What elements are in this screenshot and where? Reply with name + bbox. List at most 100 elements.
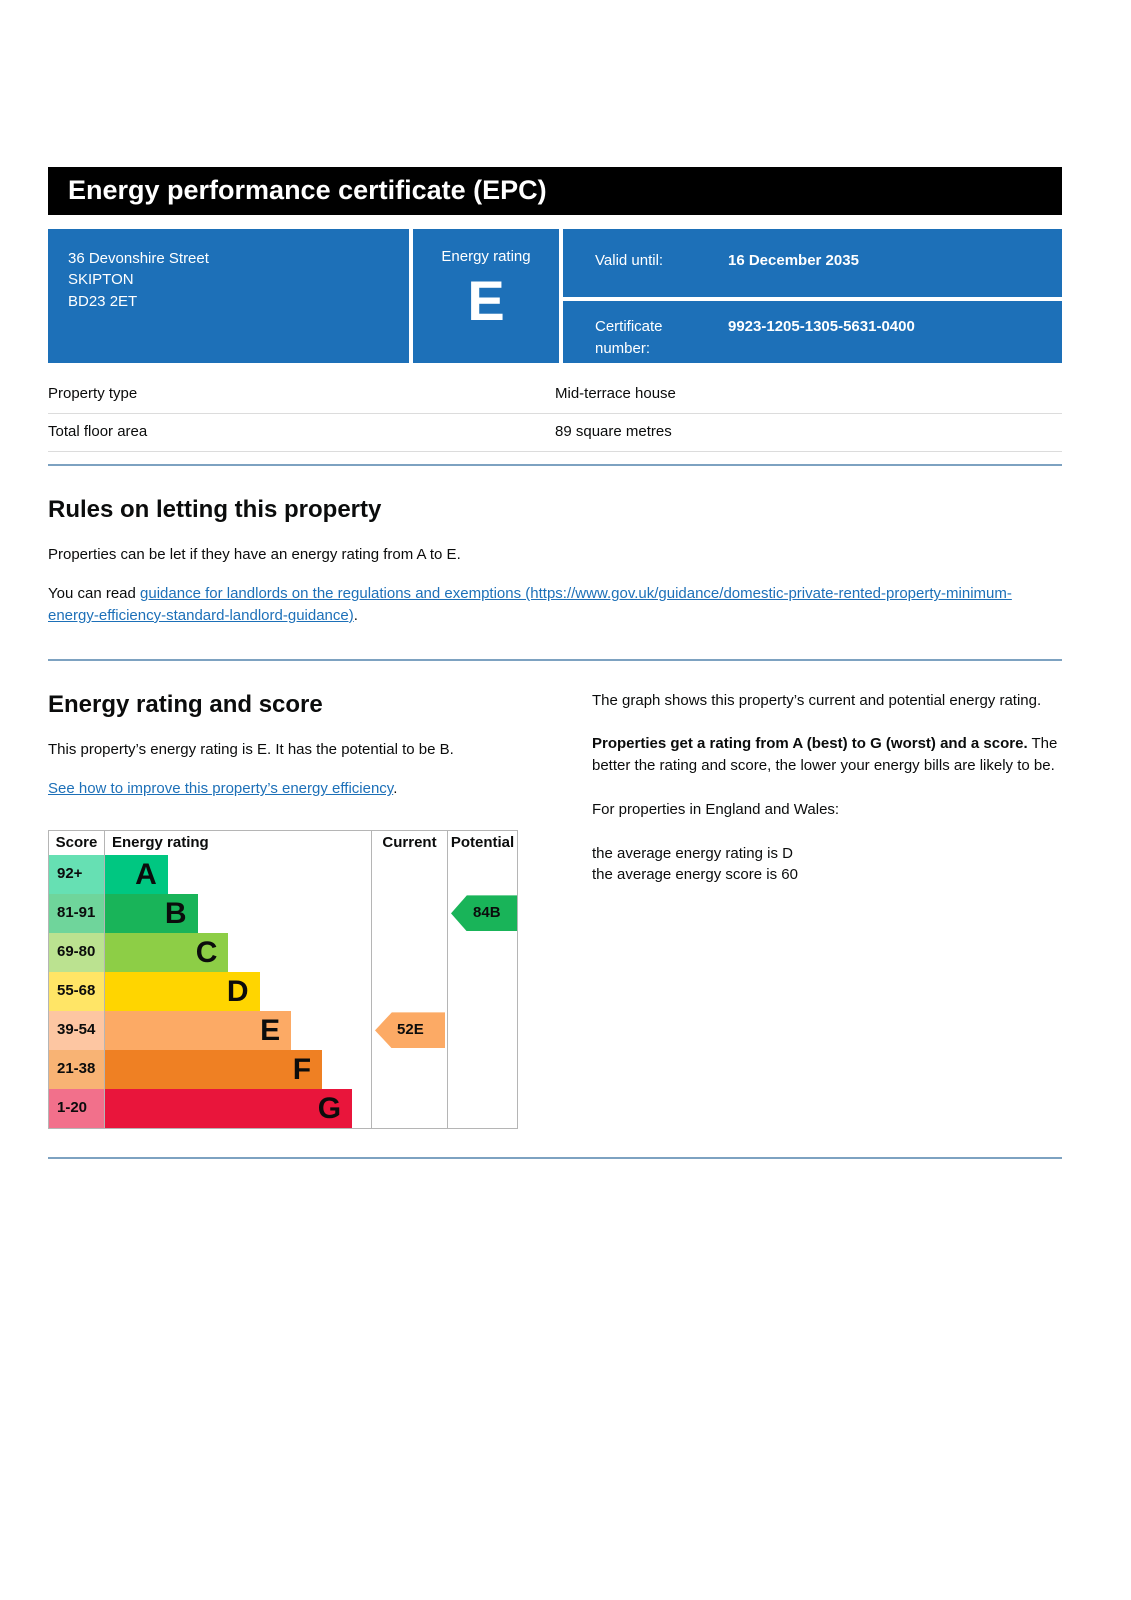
chart-header-current: Current	[372, 830, 448, 855]
property-type-label: Property type	[48, 385, 138, 402]
chart-row: 69-80 C	[49, 932, 517, 972]
address-line-3: BD23 2ET	[68, 292, 138, 310]
property-type-value: Mid-terrace house	[555, 385, 676, 402]
chart-header-potential: Potential	[450, 833, 515, 851]
chart-header-score: Score	[49, 830, 105, 855]
chart-row: 1-20 G	[49, 1088, 517, 1128]
potential-cell	[448, 933, 517, 972]
rating-band-cell: C	[105, 932, 372, 972]
score-range-cell: 69-80	[49, 932, 105, 972]
chart-row: 39-54 E 52 E	[49, 1010, 517, 1050]
rating-heading: Energy rating and score	[48, 690, 323, 718]
section-divider	[48, 1156, 1062, 1159]
rating-band-cell: E	[105, 1010, 372, 1050]
rating-section-right: The graph shows this property’s current …	[592, 661, 1062, 1129]
floor-area-label: Total floor area	[48, 422, 148, 440]
rules-paragraph-2: You can read guidance for landlords on t…	[48, 583, 1062, 627]
current-rating-arrow-score: 52	[397, 1021, 414, 1039]
band-bar-f: F	[105, 1049, 323, 1089]
table-row: Property type Mid-terrace house	[48, 376, 1062, 414]
potential-cell	[448, 1050, 517, 1089]
current-cell	[372, 854, 448, 894]
epc-chart-body: 92+ A 81-91 B 84 B 69-80 C 55-68 D 39-54 E 52 E 21-38 F…	[49, 854, 517, 1128]
rating-explanation-bold: Properties get a rating from A (best) to…	[592, 735, 1028, 753]
energy-rating-value: E	[467, 268, 505, 332]
chart-row: 81-91 B 84 B	[49, 893, 517, 933]
current-cell	[372, 1049, 448, 1089]
score-range-cell: 92+	[49, 854, 105, 894]
chart-row: 55-68 D	[49, 971, 517, 1011]
rating-paragraph: This property’s energy rating is E. It h…	[48, 741, 454, 759]
floor-area-value: 89 square metres	[555, 422, 672, 440]
band-bar-d: D	[105, 971, 260, 1011]
current-rating-arrow: 52 E	[375, 1012, 445, 1049]
rating-section: Energy rating and score This property’s …	[48, 661, 1062, 1129]
current-cell	[372, 932, 448, 972]
band-bar-g: G	[105, 1088, 353, 1128]
average-ratings: the average energy rating is D the avera…	[592, 843, 1062, 887]
table-row: Total floor area 89 square metres	[48, 414, 1062, 452]
valid-until-value: 16 December 2035	[728, 252, 859, 269]
epc-rating-chart: Score Energy rating Current Potential 92…	[48, 829, 518, 1129]
band-bar-e: E	[105, 1010, 292, 1050]
band-bar-b: B	[105, 893, 198, 933]
score-range-cell: 39-54	[49, 1010, 105, 1050]
chart-row: 92+ A	[49, 854, 517, 894]
improve-paragraph: See how to improve this property’s energ…	[48, 778, 518, 800]
current-cell	[372, 1088, 448, 1128]
certificate-number-value: 9923-1205-1305-5631-0400	[728, 318, 915, 335]
potential-cell	[448, 1011, 517, 1050]
average-rating-line: the average energy rating is D	[592, 844, 793, 862]
rules-link-prefix: You can read	[48, 585, 141, 603]
rating-band-cell: G	[105, 1088, 372, 1128]
potential-cell	[448, 972, 517, 1011]
score-range-cell: 81-91	[49, 893, 105, 933]
potential-rating-arrow-band: B	[489, 904, 501, 922]
band-bar-a: A	[105, 854, 168, 894]
average-score-line: the average energy score is 60	[592, 866, 798, 884]
title-bar: Energy performance certificate (EPC)	[48, 167, 1062, 215]
certificate-number-row: Certificate number: 9923-1205-1305-5631-…	[563, 301, 1062, 363]
chart-header-rating: Energy rating	[105, 830, 372, 855]
landlord-guidance-link[interactable]: guidance for landlords on the regulation…	[48, 585, 1012, 624]
address-line-1: 36 Devonshire Street	[68, 250, 209, 267]
epc-document: Energy performance certificate (EPC) 36 …	[48, 0, 1062, 1159]
rules-link-suffix: .	[353, 606, 358, 624]
potential-cell	[448, 1089, 517, 1128]
potential-rating-arrow-score: 84	[473, 904, 490, 922]
section-divider	[48, 658, 1062, 661]
improve-efficiency-link[interactable]: See how to improve this property’s energ…	[48, 780, 394, 798]
chart-row: 21-38 F	[49, 1049, 517, 1089]
valid-until-label: Valid until:	[595, 252, 664, 269]
rules-paragraph-1: Properties can be let if they have an en…	[48, 546, 461, 564]
chart-header-row: Score Energy rating Current Potential	[49, 830, 517, 855]
rating-band-cell: D	[105, 971, 372, 1011]
rating-section-left: Energy rating and score This property’s …	[48, 661, 518, 1129]
current-cell: 52 E	[372, 1010, 448, 1050]
address-block: 36 Devonshire Street SKIPTON BD23 2ET	[48, 229, 409, 363]
summary-box: 36 Devonshire Street SKIPTON BD23 2ET En…	[48, 229, 1062, 363]
certificate-number-label: Certificate number:	[595, 318, 663, 357]
section-divider	[48, 463, 1062, 466]
rating-band-cell: F	[105, 1049, 372, 1089]
band-bar-c: C	[105, 932, 229, 972]
graph-description: The graph shows this property’s current …	[592, 691, 1042, 709]
energy-rating-block: Energy rating E	[413, 229, 559, 363]
rules-heading: Rules on letting this property	[48, 495, 382, 523]
current-cell	[372, 971, 448, 1011]
energy-rating-label: Energy rating	[441, 248, 531, 265]
rating-explanation: Properties get a rating from A (best) to…	[592, 733, 1062, 777]
score-range-cell: 1-20	[49, 1088, 105, 1128]
valid-until-row: Valid until: 16 December 2035	[563, 229, 1062, 297]
improve-link-suffix: .	[393, 780, 398, 798]
current-rating-arrow-band: E	[413, 1021, 424, 1039]
rating-band-cell: A	[105, 854, 372, 894]
rating-band-cell: B	[105, 893, 372, 933]
score-range-cell: 55-68	[49, 971, 105, 1011]
validity-block: Valid until: 16 December 2035 Certificat…	[563, 229, 1062, 363]
property-details-table: Property type Mid-terrace house Total fl…	[48, 376, 1062, 452]
potential-cell	[448, 855, 517, 894]
score-range-cell: 21-38	[49, 1049, 105, 1089]
potential-rating-arrow: 84 B	[451, 895, 517, 932]
england-wales-intro: For properties in England and Wales:	[592, 800, 840, 818]
